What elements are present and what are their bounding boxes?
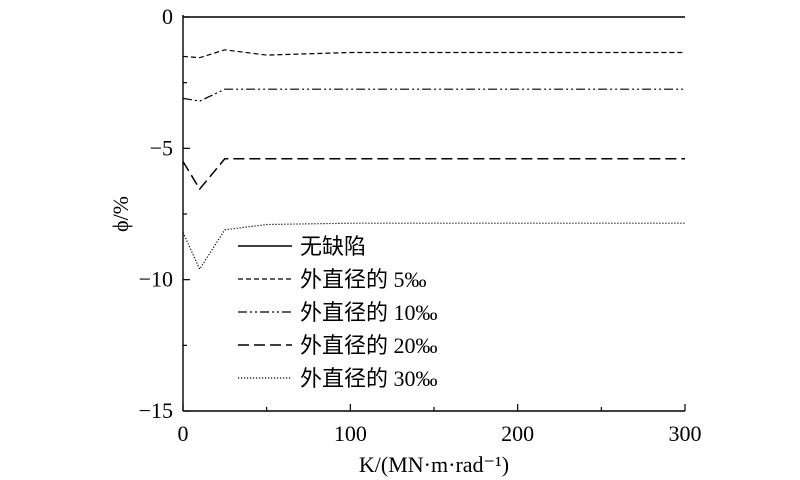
y-tick-label: −15 [139,398,173,423]
series-line-2 [182,49,685,59]
x-tick-label: 100 [334,421,367,446]
ticks-layer: 0−5−10−150 100 200 300 [139,4,702,446]
y-axis-title: ϕ/% [108,196,133,232]
series-layer [182,16,685,271]
series-line-4 [182,158,685,191]
x-tick-label: 200 [501,421,534,446]
legend-label-3: 外直径的 10‰ [300,300,438,325]
y-tick-label: 0 [162,4,173,29]
y-tick-label: −10 [139,267,173,292]
legend-label-2: 外直径的 5‰ [300,267,427,292]
x-tick-label: 300 [669,421,702,446]
x-tick-label: 0 [178,421,189,446]
x-axis-title: K/(MN·m·rad⁻¹) [359,452,509,477]
y-tick-label: −5 [150,135,173,160]
series-line-3 [182,88,685,102]
legend-label-5: 外直径的 30‰ [300,366,438,391]
series-line-5 [182,222,685,271]
legend-label-4: 外直径的 20‰ [300,333,438,358]
legend-label-1: 无缺陷 [300,234,366,259]
